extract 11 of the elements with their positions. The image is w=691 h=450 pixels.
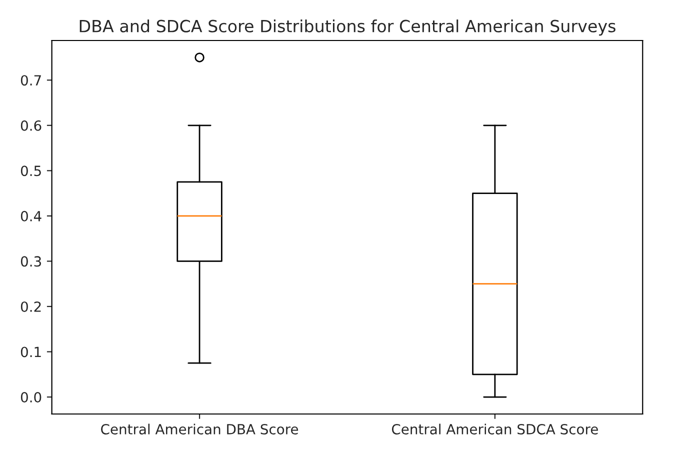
x-tick-label: Central American DBA Score bbox=[101, 424, 298, 434]
y-tick-label: 0.4 bbox=[20, 210, 42, 222]
y-tick-label: 0.3 bbox=[20, 256, 41, 267]
x-tick-label: Central American SDCA Score bbox=[392, 424, 598, 434]
y-tick-label: 0.5 bbox=[20, 166, 41, 176]
y-tick-label: 0.2 bbox=[20, 301, 41, 312]
y-tick-label: 0.7 bbox=[20, 75, 41, 86]
y-tick-label: 0.6 bbox=[20, 120, 42, 131]
y-tick-label: 0.0 bbox=[20, 392, 42, 402]
y-tick-label: 0.1 bbox=[20, 346, 41, 358]
chart-title: DBA and SDCA Score Distributions for Central American Surveys bbox=[80, 20, 616, 36]
